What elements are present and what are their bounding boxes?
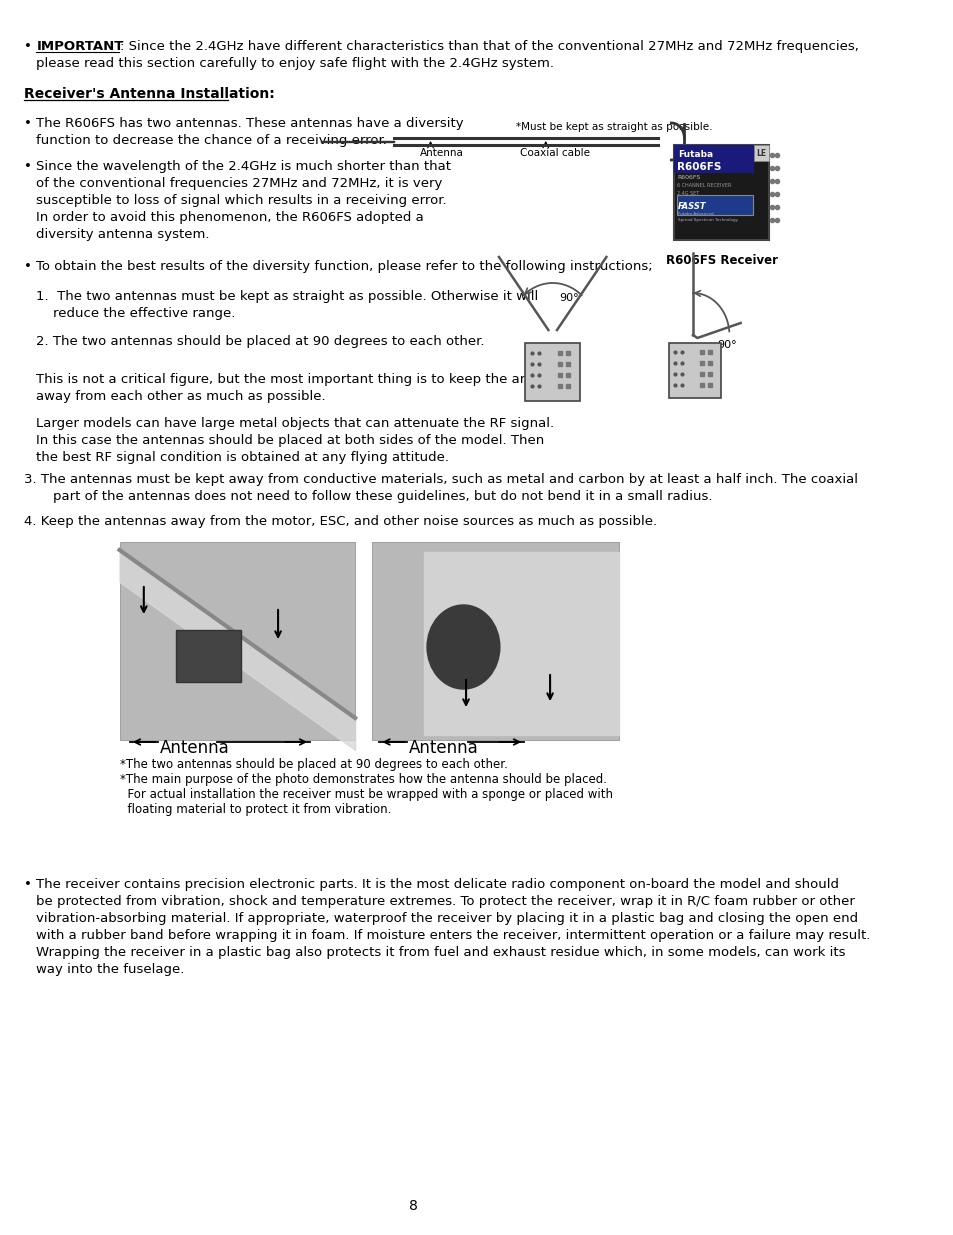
Text: of the conventional frequencies 27MHz and 72MHz, it is very: of the conventional frequencies 27MHz an… — [36, 177, 442, 190]
Text: function to decrease the chance of a receiving error.: function to decrease the chance of a rec… — [36, 135, 387, 147]
Bar — [753, 144, 768, 161]
Text: In order to avoid this phenomenon, the R606FS adopted a: In order to avoid this phenomenon, the R… — [36, 211, 424, 224]
Bar — [676, 195, 752, 215]
Bar — [673, 144, 753, 173]
Text: IMPORTANT: IMPORTANT — [36, 40, 124, 53]
Text: For actual installation the receiver must be wrapped with a sponge or placed wit: For actual installation the receiver mus… — [119, 788, 612, 802]
Text: part of the antennas does not need to follow these guidelines, but do not bend i: part of the antennas does not need to fo… — [36, 490, 712, 503]
Text: •: • — [24, 161, 32, 173]
Text: Futaba Advanced: Futaba Advanced — [678, 212, 713, 216]
Text: 90°: 90° — [559, 293, 578, 303]
Text: •: • — [24, 878, 32, 890]
Text: Wrapping the receiver in a plastic bag also protects it from fuel and exhaust re: Wrapping the receiver in a plastic bag a… — [36, 946, 845, 960]
Text: 6 CHANNEL RECEIVER: 6 CHANNEL RECEIVER — [677, 183, 731, 188]
Text: 8: 8 — [408, 1199, 417, 1213]
Text: •: • — [24, 117, 32, 130]
Text: 4. Keep the antennas away from the motor, ESC, and other noise sources as much a: 4. Keep the antennas away from the motor… — [24, 515, 657, 529]
Text: please read this section carefully to enjoy safe flight with the 2.4GHz system.: please read this section carefully to en… — [36, 57, 554, 70]
Text: *The main purpose of the photo demonstrates how the antenna should be placed.: *The main purpose of the photo demonstra… — [119, 773, 606, 785]
Text: •: • — [24, 40, 32, 53]
Text: 1.  The two antennas must be kept as straight as possible. Otherwise it will: 1. The two antennas must be kept as stra… — [36, 290, 538, 303]
Bar — [524, 343, 579, 401]
Text: R606FS: R606FS — [677, 175, 700, 180]
Text: Receiver's Antenna Installation:: Receiver's Antenna Installation: — [24, 86, 274, 101]
Circle shape — [427, 605, 499, 689]
Text: floating material to protect it from vibration.: floating material to protect it from vib… — [119, 803, 391, 816]
Text: The R606FS has two antennas. These antennas have a diversity: The R606FS has two antennas. These anten… — [36, 117, 463, 130]
Text: vibration-absorbing material. If appropriate, waterproof the receiver by placing: vibration-absorbing material. If appropr… — [36, 911, 858, 925]
Text: This is not a critical figure, but the most important thing is to keep the anten: This is not a critical figure, but the m… — [36, 373, 574, 387]
Text: away from each other as much as possible.: away from each other as much as possible… — [36, 390, 326, 403]
Bar — [175, 630, 240, 682]
Text: R606FS: R606FS — [677, 162, 721, 172]
Text: 2. The two antennas should be placed at 90 degrees to each other.: 2. The two antennas should be placed at … — [36, 335, 484, 348]
Text: In this case the antennas should be placed at both sides of the model. Then: In this case the antennas should be plac… — [36, 433, 544, 447]
Text: Larger models can have large metal objects that can attenuate the RF signal.: Larger models can have large metal objec… — [36, 417, 554, 430]
Bar — [673, 144, 768, 240]
Text: way into the fuselage.: way into the fuselage. — [36, 963, 185, 976]
Text: Futaba: Futaba — [678, 149, 713, 159]
Text: with a rubber band before wrapping it in foam. If moisture enters the receiver, : with a rubber band before wrapping it in… — [36, 929, 870, 942]
Text: FASST: FASST — [678, 203, 706, 211]
Text: LE: LE — [756, 149, 765, 158]
Text: •: • — [24, 261, 32, 273]
Text: Antenna: Antenna — [409, 739, 478, 757]
Text: be protected from vibration, shock and temperature extremes. To protect the rece: be protected from vibration, shock and t… — [36, 895, 854, 908]
Text: susceptible to loss of signal which results in a receiving error.: susceptible to loss of signal which resu… — [36, 194, 447, 207]
Text: Since the wavelength of the 2.4GHz is much shorter than that: Since the wavelength of the 2.4GHz is mu… — [36, 161, 451, 173]
Text: the best RF signal condition is obtained at any flying attitude.: the best RF signal condition is obtained… — [36, 451, 449, 464]
Bar — [119, 542, 355, 740]
Text: *Must be kept as straight as possible.: *Must be kept as straight as possible. — [516, 122, 712, 132]
Text: 2.4G SET: 2.4G SET — [677, 191, 699, 196]
Text: Antenna: Antenna — [419, 148, 463, 158]
Text: Antenna: Antenna — [159, 739, 229, 757]
Text: Coaxial cable: Coaxial cable — [519, 148, 589, 158]
Text: *The two antennas should be placed at 90 degrees to each other.: *The two antennas should be placed at 90… — [119, 758, 507, 771]
Text: To obtain the best results of the diversity function, please refer to the follow: To obtain the best results of the divers… — [36, 261, 652, 273]
Bar — [668, 343, 720, 398]
Bar — [372, 542, 618, 740]
Text: : Since the 2.4GHz have different characteristics than that of the conventional : : Since the 2.4GHz have different charac… — [120, 40, 859, 53]
Text: reduce the effective range.: reduce the effective range. — [36, 308, 235, 320]
Text: R606FS Receiver: R606FS Receiver — [665, 254, 777, 267]
Text: 90°: 90° — [717, 340, 736, 350]
Text: The receiver contains precision electronic parts. It is the most delicate radio : The receiver contains precision electron… — [36, 878, 839, 890]
Text: Spread Spectrum Technology: Spread Spectrum Technology — [678, 219, 738, 222]
Text: 3. The antennas must be kept away from conductive materials, such as metal and c: 3. The antennas must be kept away from c… — [24, 473, 858, 487]
Text: diversity antenna system.: diversity antenna system. — [36, 228, 210, 241]
